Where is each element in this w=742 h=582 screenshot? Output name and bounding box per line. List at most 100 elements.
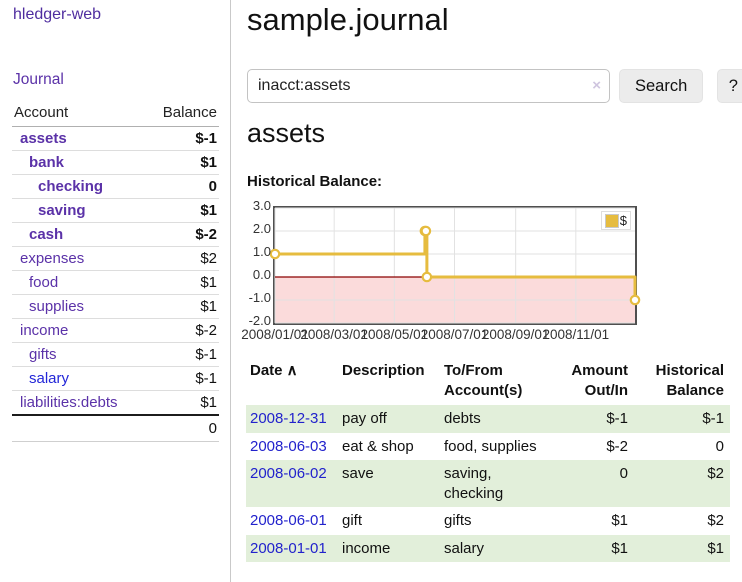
help-button[interactable]: ? [717, 69, 742, 103]
account-link[interactable]: income [20, 322, 69, 339]
account-balance: $2 [146, 246, 219, 271]
account-link[interactable]: saving [38, 202, 86, 219]
chart-legend: $ [600, 211, 631, 230]
account-link[interactable]: checking [38, 178, 104, 195]
transaction-balance: $2 [707, 512, 724, 529]
chart-x-axis-label: 2008/05/01 [360, 327, 429, 342]
chart-data-point-marker [269, 248, 281, 260]
sidebar-item-journal[interactable]: Journal [13, 71, 64, 88]
page-title: sample.journal [247, 2, 449, 37]
account-link[interactable]: salary [29, 370, 70, 387]
search-button[interactable]: Search [619, 69, 704, 103]
transactions-column-header: Amount Out/In [571, 362, 628, 399]
transaction-row: 2008-12-31 pay off debts $-1 $-1 [246, 405, 730, 433]
historical-balance-chart: $ 3.0 2.0 1.0 0.0 -1.0 -2.0 2008/01/01 2008/03/… [241, 198, 716, 348]
account-link[interactable]: supplies [29, 298, 85, 315]
account-link[interactable]: expenses [20, 250, 85, 267]
chart-y-axis-label: 3.0 [252, 198, 271, 213]
accounts-table: Account Balance assets $-1 bank $1 checking 0… [12, 100, 219, 442]
chart-heading: Historical Balance: [247, 173, 383, 190]
transaction-date-link[interactable]: 2008-06-02 [250, 465, 327, 482]
account-row: bank $1 [12, 150, 219, 175]
account-balance: $-2 [146, 222, 219, 247]
account-balance: $-1 [146, 342, 219, 367]
chart-y-axis-label: -2.0 [248, 313, 271, 328]
chart-y-axis-label: -1.0 [248, 290, 271, 305]
transactions-header-row: Date ∧ Description To/From Account(s) Amoun… [246, 358, 730, 405]
accounts-total-value: 0 [146, 414, 219, 442]
chart-y-axis-label: 1.0 [252, 244, 271, 259]
transaction-amount: $-1 [606, 410, 628, 427]
account-row: gifts $-1 [12, 342, 219, 367]
transaction-date-link[interactable]: 2008-06-03 [250, 437, 327, 455]
accounts-header-account: Account [12, 100, 147, 127]
transaction-description: save [342, 465, 374, 482]
transaction-description: gift [342, 512, 363, 529]
clear-search-icon[interactable]: × [592, 77, 601, 94]
main-content: sample.journal × Search ? assets Histori… [241, 0, 742, 582]
account-link[interactable]: cash [29, 226, 64, 243]
legend-label: $ [619, 213, 627, 228]
account-heading: assets [247, 118, 326, 148]
account-row: saving $1 [12, 198, 219, 223]
account-link[interactable]: gifts [29, 346, 57, 363]
account-row: income $-2 [12, 318, 219, 343]
chart-canvas [269, 207, 641, 324]
transaction-row: 2008-06-02 save saving, checking 0 $2 [246, 460, 730, 507]
transactions-column-header[interactable]: Date ∧ [250, 362, 298, 379]
account-link[interactable]: food [29, 274, 59, 291]
accounts-header-balance: Balance [146, 100, 219, 127]
transactions-column-header: Historical Balance [655, 362, 724, 399]
transaction-balance: 0 [715, 437, 724, 455]
account-row: assets $-1 [12, 127, 219, 151]
transaction-description: eat & shop [342, 437, 414, 455]
transaction-date-link[interactable]: 2008-06-01 [250, 512, 327, 529]
transaction-balance: $-1 [702, 410, 724, 427]
accounts-header-row: Account Balance [12, 100, 219, 127]
transaction-row: 2008-06-01 gift gifts $1 $2 [246, 507, 730, 535]
account-row: checking 0 [12, 174, 219, 199]
account-link[interactable]: liabilities:debts [20, 394, 118, 411]
accounts-total-spacer [12, 414, 147, 442]
account-balance: 0 [146, 174, 219, 199]
transaction-row: 2008-06-03 eat & shop food, supplies $-2 0 [246, 433, 730, 461]
transaction-accounts: gifts [444, 512, 472, 529]
transaction-description: income [342, 539, 391, 557]
transaction-date-link[interactable]: 2008-01-01 [250, 539, 327, 557]
account-link[interactable]: bank [29, 154, 65, 171]
transaction-date-link[interactable]: 2008-12-31 [250, 410, 327, 427]
chart-x-axis-label: 2008/09/01 [481, 327, 550, 342]
account-balance: $1 [146, 198, 219, 223]
sidebar: hledger-web Journal Account Balance asse… [0, 0, 231, 582]
legend-swatch [604, 213, 619, 228]
search-bar: × Search ? [247, 69, 742, 103]
account-balance: $-1 [146, 366, 219, 391]
chart-y-axis-label: 2.0 [252, 221, 271, 236]
search-input-wrap: × [247, 69, 610, 103]
transaction-balance: $1 [707, 539, 724, 557]
transaction-accounts: food, supplies [444, 437, 537, 455]
account-link[interactable]: assets [20, 130, 67, 147]
chart-x-axis-label: 2008/01/01 [241, 327, 309, 342]
account-balance: $-2 [146, 318, 219, 343]
account-balance: $-1 [195, 130, 217, 147]
transaction-balance: $2 [707, 465, 724, 482]
chart-data-point-marker [420, 225, 432, 237]
transaction-amount: $-2 [606, 437, 628, 455]
account-balance: $1 [146, 150, 219, 175]
transaction-amount: $1 [611, 512, 628, 529]
chart-plot-area: $ [269, 206, 641, 325]
account-row: expenses $2 [12, 246, 219, 271]
brand-link[interactable]: hledger-web [13, 6, 102, 23]
chart-data-point-marker [629, 294, 641, 306]
sort-ascending-icon: ∧ [282, 362, 298, 379]
transaction-accounts: debts [444, 410, 481, 427]
transaction-accounts: salary [444, 539, 485, 557]
transactions-column-header: Description [342, 362, 425, 379]
accounts-total-row: 0 [12, 414, 219, 442]
account-balance: $1 [146, 294, 219, 319]
transactions-table: Date ∧ Description To/From Account(s) Amoun… [246, 358, 730, 562]
account-row: liabilities:debts $1 [12, 390, 219, 415]
search-input[interactable] [247, 69, 610, 103]
account-balance: $1 [146, 390, 219, 415]
